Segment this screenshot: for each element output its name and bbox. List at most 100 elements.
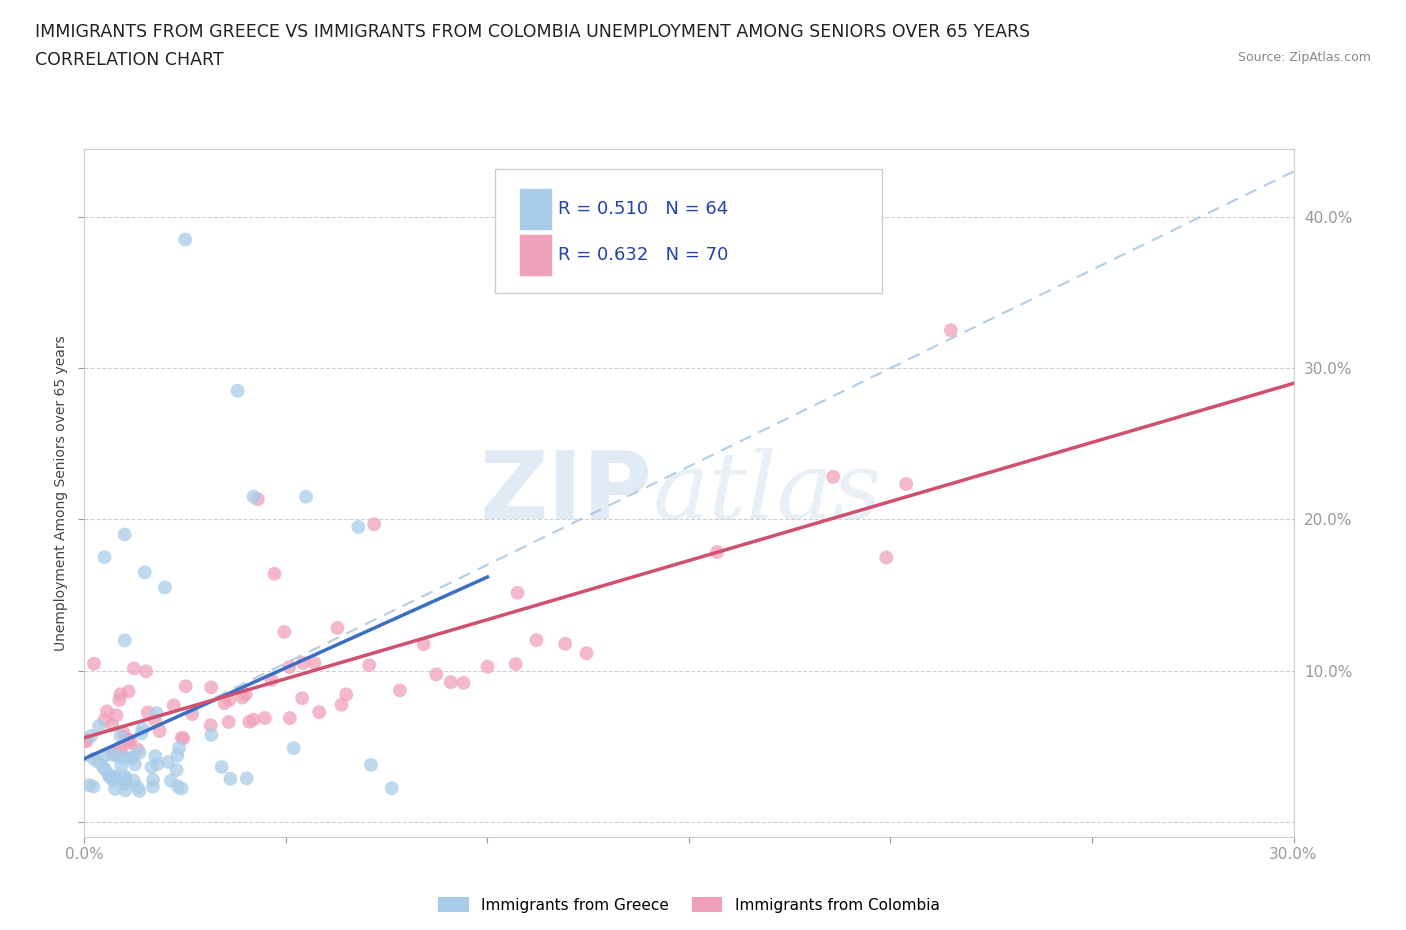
Point <box>94 763 117 777</box>
FancyBboxPatch shape <box>520 189 551 230</box>
Point <box>131 721 153 736</box>
Point <box>93 712 115 727</box>
Point <box>246 492 269 507</box>
Point <box>273 624 295 639</box>
Text: CORRELATION CHART: CORRELATION CHART <box>35 51 224 69</box>
Point <box>100 748 122 763</box>
Point <box>93 550 115 565</box>
Point <box>128 784 150 799</box>
Point <box>236 771 259 786</box>
Point <box>110 686 132 701</box>
Point <box>505 657 527 671</box>
Point <box>112 751 135 765</box>
Point <box>214 696 236 711</box>
Point <box>292 656 315 671</box>
Point <box>174 232 197 247</box>
Text: IMMIGRANTS FROM GREECE VS IMMIGRANTS FROM COLOMBIA UNEMPLOYMENT AMONG SENIORS OV: IMMIGRANTS FROM GREECE VS IMMIGRANTS FRO… <box>35 23 1031 41</box>
Point <box>304 656 326 671</box>
Point <box>172 731 194 746</box>
Point <box>91 750 114 764</box>
Point <box>76 733 98 748</box>
Point <box>97 768 120 783</box>
Text: R = 0.632   N = 70: R = 0.632 N = 70 <box>558 246 728 264</box>
Point <box>122 773 145 788</box>
Point <box>135 664 157 679</box>
Point <box>167 779 190 794</box>
Point <box>896 476 918 491</box>
Point <box>127 742 149 757</box>
Point <box>105 708 128 723</box>
Point <box>381 781 404 796</box>
Point <box>263 566 285 581</box>
Point <box>143 749 166 764</box>
Point <box>114 769 136 784</box>
Point <box>330 698 353 712</box>
Point <box>166 763 188 777</box>
Point <box>347 520 370 535</box>
Point <box>253 711 276 725</box>
Point <box>143 712 166 727</box>
Point <box>219 772 242 787</box>
Point <box>75 734 97 749</box>
Point <box>124 757 146 772</box>
Point <box>283 740 305 755</box>
Point <box>200 718 222 733</box>
Point <box>326 620 349 635</box>
Point <box>110 728 132 743</box>
Point <box>114 783 136 798</box>
Point <box>526 632 548 647</box>
Point <box>118 736 141 751</box>
Text: ZIP: ZIP <box>479 447 652 538</box>
Point <box>211 760 233 775</box>
Point <box>101 773 124 788</box>
Point <box>104 769 127 784</box>
Point <box>823 470 845 485</box>
Point <box>136 705 159 720</box>
Point <box>260 672 283 687</box>
Point <box>110 759 132 774</box>
Point <box>335 687 357 702</box>
Point <box>127 780 149 795</box>
Point <box>142 773 165 788</box>
Point <box>121 751 143 765</box>
Point <box>278 711 301 725</box>
Point <box>153 580 176 595</box>
Point <box>170 781 193 796</box>
Point <box>98 769 121 784</box>
Point <box>87 719 110 734</box>
Point <box>105 749 128 764</box>
Text: R = 0.510   N = 64: R = 0.510 N = 64 <box>558 200 728 219</box>
Point <box>114 771 136 786</box>
Point <box>218 692 240 707</box>
Point <box>231 690 253 705</box>
Point <box>174 679 197 694</box>
Point <box>101 718 124 733</box>
Point <box>112 726 135 741</box>
Point <box>160 773 183 788</box>
Point <box>108 693 131 708</box>
Point <box>145 706 167 721</box>
Point <box>308 705 330 720</box>
Point <box>181 707 204 722</box>
Point <box>114 633 136 648</box>
Point <box>120 733 142 748</box>
Point <box>83 657 105 671</box>
Point <box>114 527 136 542</box>
Point <box>388 683 411 698</box>
Point <box>104 781 127 796</box>
Point <box>157 754 180 769</box>
Point <box>122 661 145 676</box>
Point <box>96 704 118 719</box>
Point <box>142 779 165 794</box>
Point <box>87 754 110 769</box>
Point <box>108 741 131 756</box>
Point <box>115 776 138 790</box>
Point <box>77 777 100 792</box>
Point <box>939 323 962 338</box>
FancyBboxPatch shape <box>520 235 551 275</box>
Point <box>82 779 104 794</box>
Point <box>506 585 529 600</box>
Point <box>149 724 172 738</box>
Point <box>554 636 576 651</box>
Point <box>200 680 222 695</box>
